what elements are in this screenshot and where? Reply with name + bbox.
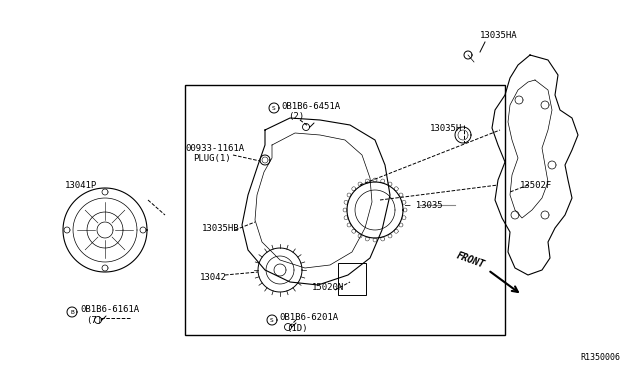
Text: (2): (2): [288, 112, 304, 121]
Text: S: S: [270, 317, 274, 323]
Text: 13502F: 13502F: [520, 180, 552, 189]
Text: S: S: [272, 106, 276, 110]
Text: FRONT: FRONT: [455, 251, 486, 270]
Bar: [185, 85, 505, 335]
Text: 0B1B6-6201A: 0B1B6-6201A: [279, 314, 338, 323]
Text: 15020N: 15020N: [312, 283, 344, 292]
Text: 00933-1161A: 00933-1161A: [185, 144, 244, 153]
Text: R1350006: R1350006: [580, 353, 620, 362]
Text: 13041P: 13041P: [65, 180, 97, 189]
Text: 13035H: 13035H: [430, 124, 462, 132]
Text: 13035HA: 13035HA: [480, 31, 518, 39]
Text: 13035HB: 13035HB: [202, 224, 239, 232]
Text: B: B: [70, 310, 74, 314]
Text: (7): (7): [86, 315, 102, 324]
Bar: [338, 263, 366, 295]
Text: — 13035: — 13035: [405, 201, 443, 209]
Text: 0B1B6-6161A: 0B1B6-6161A: [80, 305, 139, 314]
Text: 0B1B6-6451A: 0B1B6-6451A: [281, 102, 340, 110]
Text: (1D): (1D): [286, 324, 307, 333]
Text: 13042: 13042: [200, 273, 227, 282]
Text: PLUG(1): PLUG(1): [193, 154, 230, 163]
